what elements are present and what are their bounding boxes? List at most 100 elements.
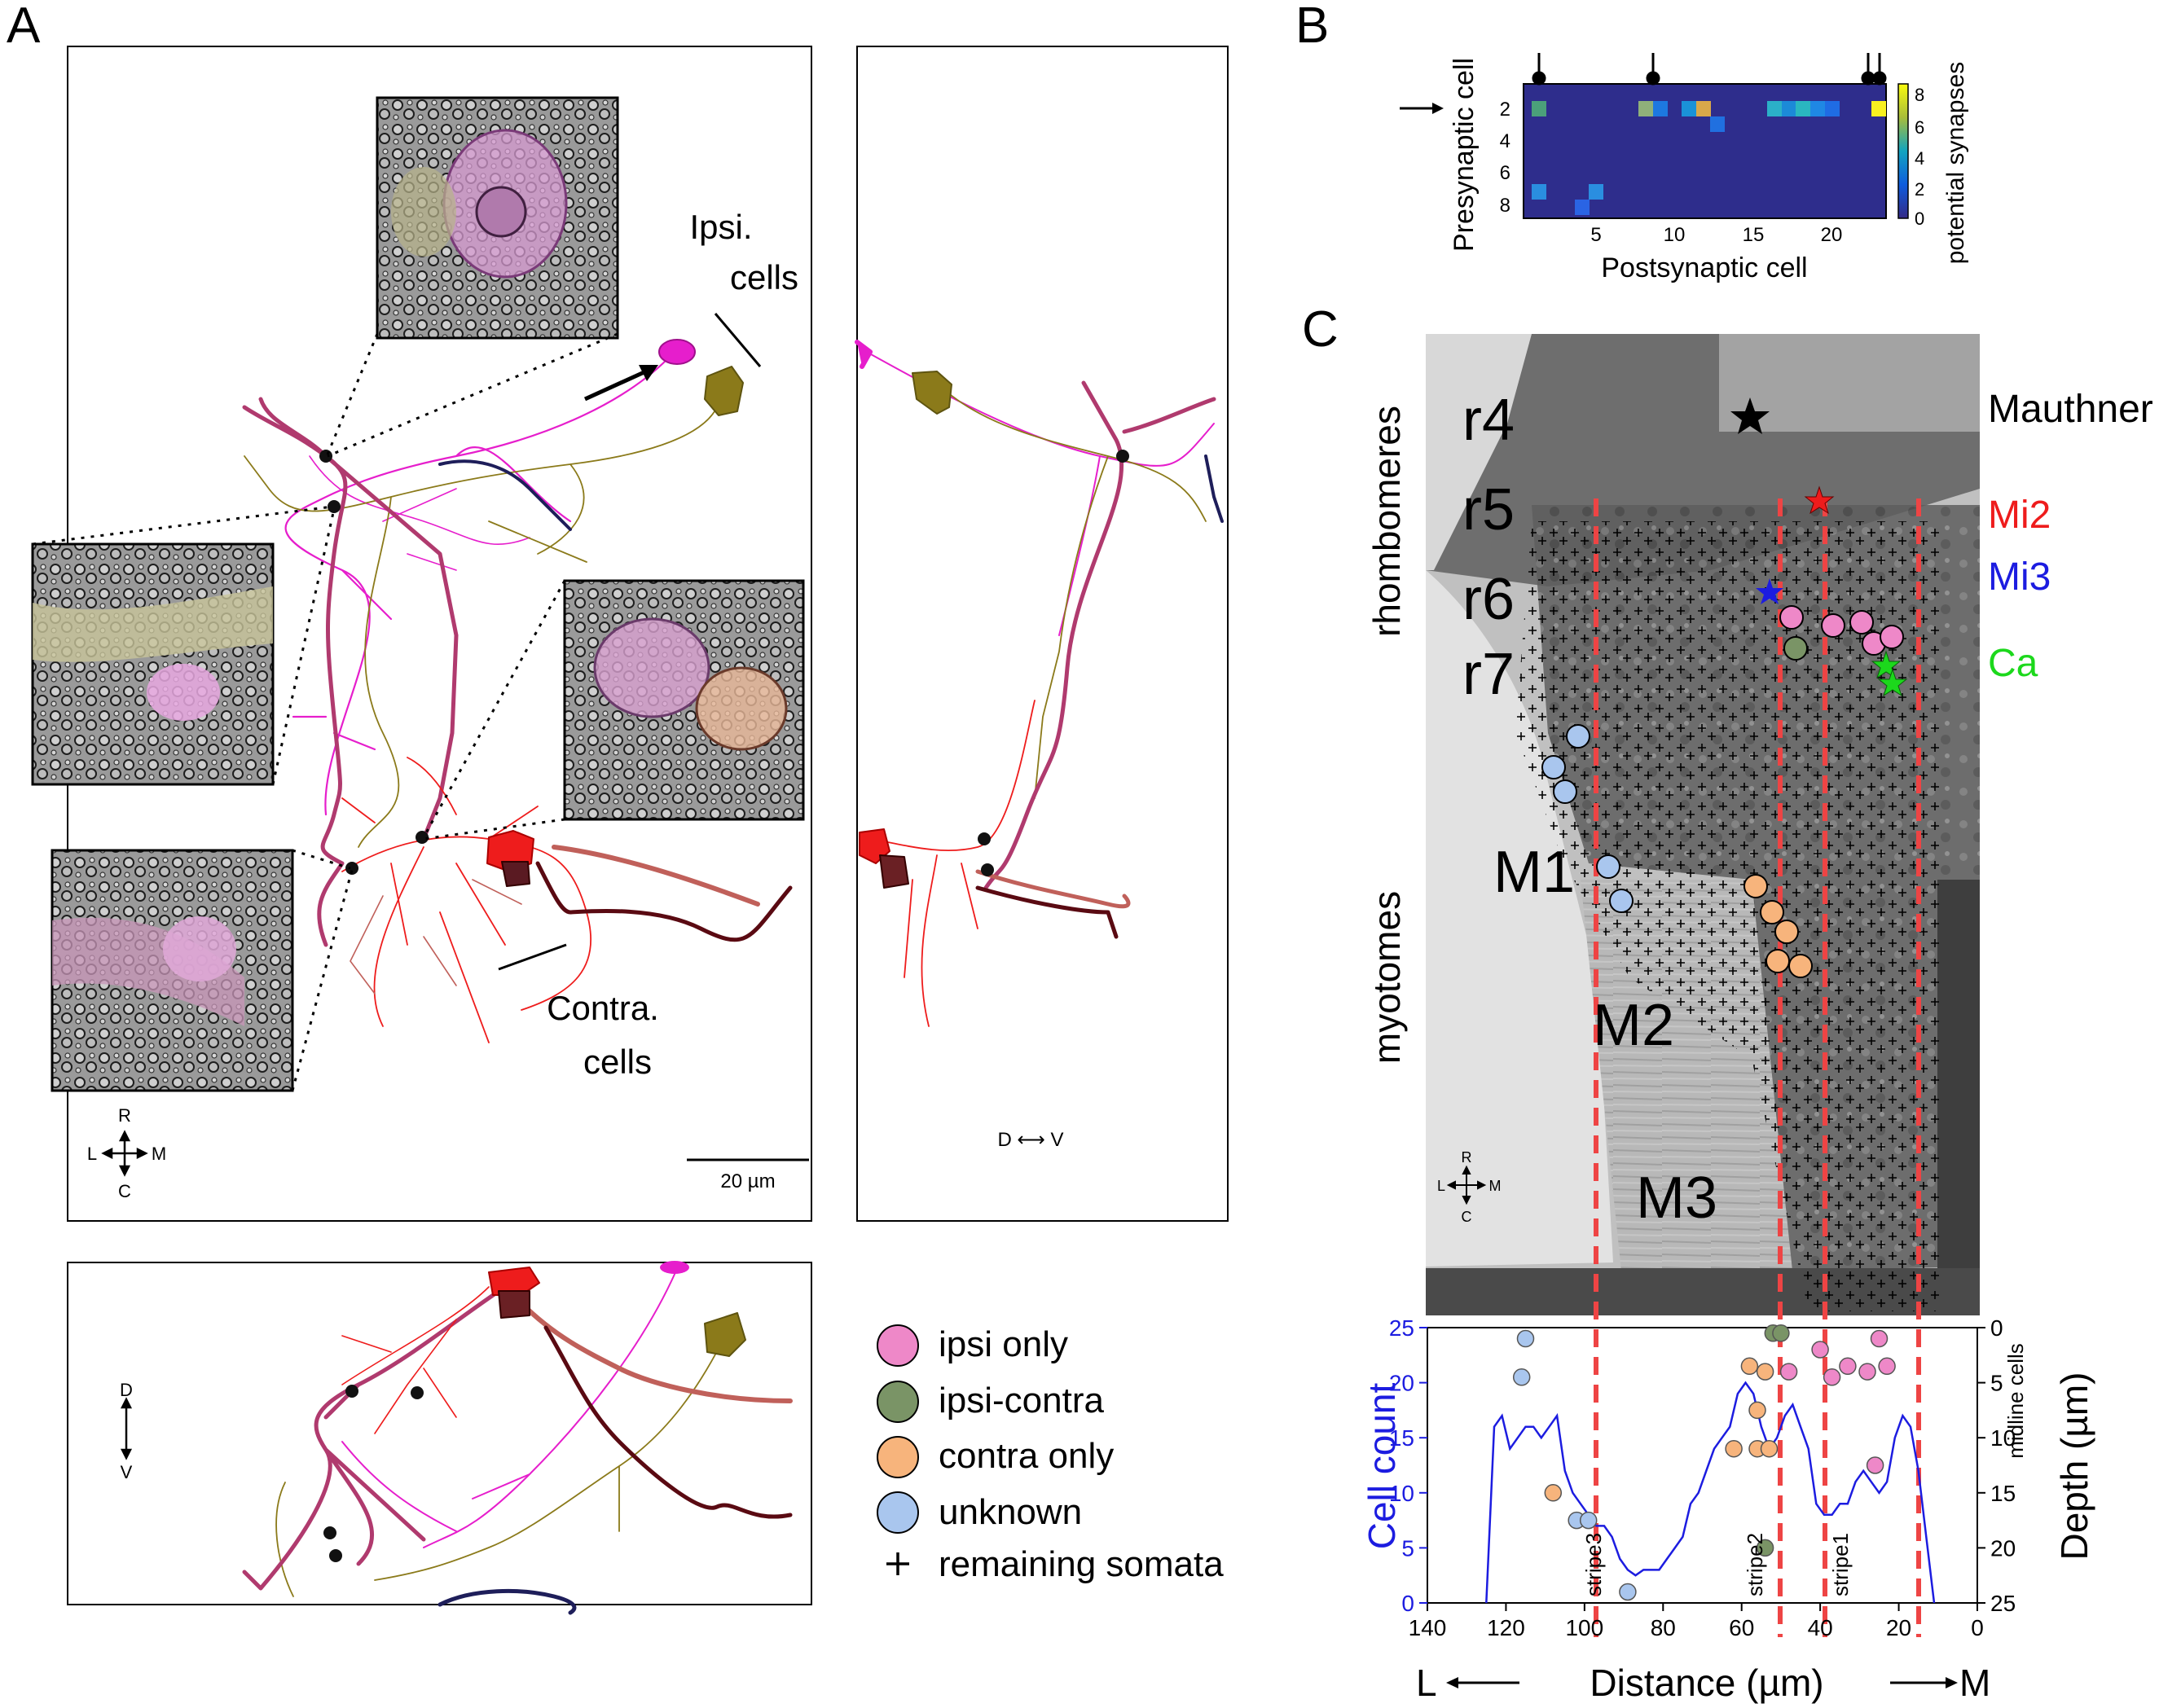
em-inset-1 bbox=[376, 96, 619, 340]
overview-compass-r: R bbox=[1462, 1149, 1472, 1166]
contra-label-2: cells bbox=[583, 1043, 652, 1081]
midline-cell-point bbox=[1516, 1329, 1535, 1348]
compass-r: R bbox=[118, 1105, 131, 1126]
legend-swatch-ipsi-contra bbox=[877, 1381, 919, 1423]
chart-ylabel-midline: midline cells bbox=[2003, 1343, 2028, 1459]
colorbar-tick: 8 bbox=[1915, 85, 1924, 105]
midline-cell-point bbox=[1823, 1368, 1841, 1386]
chart-ylabel-right: Depth (µm) bbox=[2053, 1372, 2095, 1561]
chart-xlabel: Distance (µm) bbox=[1590, 1662, 1823, 1704]
ipsi-indicator-line bbox=[714, 313, 762, 367]
midline-cell-point bbox=[1544, 1484, 1563, 1502]
mi2-label: Mi2 bbox=[1988, 494, 2051, 537]
legend-plus-icon bbox=[886, 1552, 909, 1575]
chart-y-ticks: 0 5 10 15 20 25 bbox=[1389, 1315, 1427, 1616]
ipsi-label-2: cells bbox=[730, 258, 798, 296]
legend-label-ipsi-contra: ipsi-contra bbox=[939, 1381, 1104, 1420]
mi3-star-icon bbox=[1756, 578, 1783, 604]
bottom-compass-d: D bbox=[120, 1380, 133, 1400]
chart-x-tick-label: 80 bbox=[1651, 1615, 1676, 1640]
legend-label-remaining-somata: remaining somata bbox=[939, 1544, 1224, 1584]
midline-cell-point bbox=[1579, 1511, 1598, 1530]
synapse-marker bbox=[328, 500, 341, 513]
heatmap-ylabel: Presynaptic cell bbox=[1449, 58, 1480, 252]
ipsi-soma-magenta bbox=[658, 339, 696, 365]
chart-xlabel-left: L bbox=[1416, 1662, 1437, 1704]
overview-compass-m: M bbox=[1489, 1178, 1502, 1194]
em-inset-4 bbox=[51, 849, 294, 1092]
stripe2-label: stripe2 bbox=[1743, 1533, 1767, 1596]
chart-midline-cells bbox=[1512, 1324, 1896, 1601]
colorbar-tick: 6 bbox=[1915, 117, 1924, 138]
midline-cell-point bbox=[1811, 1341, 1829, 1359]
heatmap-ytick: 8 bbox=[1500, 195, 1510, 217]
heatmap bbox=[1523, 83, 1887, 219]
legend-label-unknown: unknown bbox=[939, 1492, 1082, 1532]
midline-cell-point bbox=[1858, 1363, 1876, 1381]
legend-swatch-contra-only bbox=[877, 1436, 919, 1478]
chart-y-tick-label: 5 bbox=[1401, 1535, 1414, 1561]
bottom-compass-v: V bbox=[121, 1462, 133, 1482]
compass-c: C bbox=[118, 1181, 131, 1201]
heatmap-xlabel: Postsynaptic cell bbox=[1601, 252, 1807, 283]
midline-cell-point bbox=[1756, 1539, 1774, 1557]
neuron-reconstruction-bottom bbox=[242, 1261, 793, 1615]
chart-depth-tick-label: 0 bbox=[1990, 1315, 2003, 1341]
ipsi-label-1: Ipsi. bbox=[689, 208, 752, 246]
overview-compass-l: L bbox=[1437, 1178, 1445, 1194]
legend-label-ipsi-only: ipsi only bbox=[939, 1324, 1068, 1364]
midline-cell-point bbox=[1619, 1583, 1637, 1601]
stripe3-label: stripe3 bbox=[1581, 1533, 1606, 1596]
midline-cell-point bbox=[1772, 1324, 1790, 1342]
colorbar-tick: 4 bbox=[1915, 148, 1924, 169]
m3-label: M3 bbox=[1636, 1166, 1717, 1231]
panel-a-side-frame bbox=[856, 46, 1229, 1222]
cell-count-chart: 140 120 100 80 60 40 20 0 0 5 10 15 20 25 0 5 10 15 20 25 bbox=[1389, 1315, 2016, 1640]
colorbar-label: potential synapses bbox=[1942, 62, 1969, 265]
stripe1-label: stripe1 bbox=[1828, 1533, 1853, 1596]
colorbar-tick: 0 bbox=[1915, 209, 1924, 229]
side-compass: D ⟷ V bbox=[997, 1129, 1063, 1151]
chart-depth-tick-label: 25 bbox=[1990, 1591, 2016, 1616]
chart-xlabel-right: M bbox=[1959, 1662, 1990, 1704]
mi3-label: Mi3 bbox=[1988, 555, 2051, 599]
legend: ipsi only ipsi-contra contra only unknow… bbox=[877, 1324, 1224, 1584]
chart-x-tick-label: 120 bbox=[1487, 1615, 1525, 1640]
r4-label: r4 bbox=[1462, 388, 1515, 453]
chart-y-tick-label: 15 bbox=[1389, 1425, 1414, 1451]
heatmap-ytick: 2 bbox=[1500, 99, 1510, 121]
mauthner-label: Mauthner bbox=[1988, 388, 2153, 431]
chart-x-tick-label: 100 bbox=[1565, 1615, 1603, 1640]
chart-x-tick-label: 60 bbox=[1729, 1615, 1754, 1640]
ca-star-icon bbox=[1871, 650, 1902, 679]
contra-soma-dark bbox=[501, 861, 530, 887]
midline-cell-point bbox=[1748, 1401, 1766, 1420]
chart-x-tick-label: 140 bbox=[1409, 1615, 1447, 1640]
contra-indicator-line bbox=[498, 943, 567, 971]
myotomes-label: myotomes bbox=[1365, 891, 1408, 1064]
compass-l: L bbox=[87, 1144, 97, 1164]
heatmap-pins bbox=[1532, 53, 1887, 86]
em-overview bbox=[1426, 334, 1980, 1315]
chart-xlabel-left-arrow bbox=[1446, 1677, 1519, 1688]
em-inset-3 bbox=[563, 579, 805, 821]
compass-main bbox=[101, 1130, 148, 1177]
chart-depth-tick-label: 15 bbox=[1990, 1481, 2016, 1506]
chart-x-ticks: 140 120 100 80 60 40 20 0 bbox=[1409, 1603, 1984, 1640]
chart-depth-tick-label: 10 bbox=[1990, 1425, 2016, 1451]
panel-a-bottom-frame bbox=[67, 1262, 812, 1605]
midline-cell-point bbox=[1870, 1329, 1889, 1348]
compass-overview bbox=[1446, 1165, 1487, 1205]
chart-x-tick-label: 40 bbox=[1808, 1615, 1833, 1640]
midline-cell-point bbox=[1779, 1363, 1798, 1381]
rhombomeres-label: rhombomeres bbox=[1365, 406, 1408, 637]
heatmap-xtick: 20 bbox=[1821, 224, 1843, 246]
midline-cell-point bbox=[1878, 1357, 1896, 1376]
m1-label: M1 bbox=[1493, 840, 1575, 905]
cell-count-series-line bbox=[1485, 1381, 1936, 1604]
ipsi-soma-olive bbox=[704, 366, 744, 416]
heatmap-xtick: 5 bbox=[1590, 224, 1601, 246]
heatmap-xtick: 15 bbox=[1743, 224, 1765, 246]
r5-label: r5 bbox=[1462, 477, 1515, 542]
chart-x-tick-label: 0 bbox=[1971, 1615, 1984, 1640]
